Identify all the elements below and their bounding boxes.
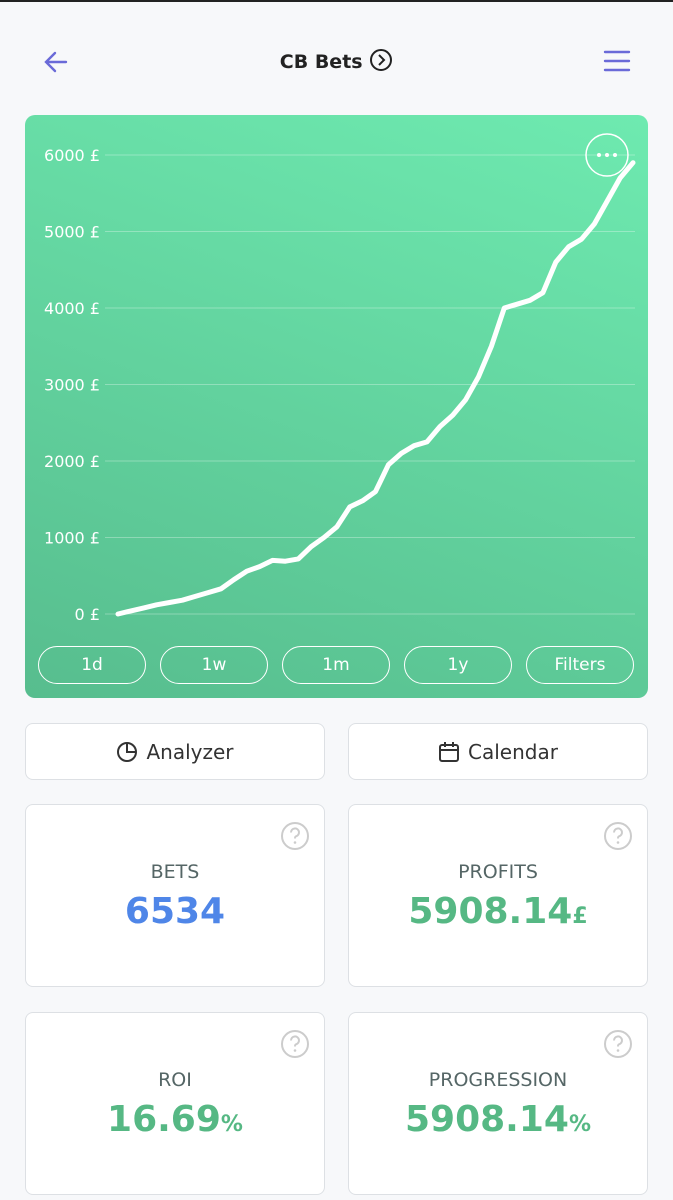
back-button[interactable] [42,48,70,76]
line [115,160,636,617]
stat-value: 6534 [26,891,324,932]
header-title[interactable]: CB Bets [0,48,673,73]
stat-label: BETS [150,861,200,883]
help-icon[interactable] [603,1029,633,1059]
stat-unit: % [568,1112,591,1137]
stat-value: 5908.14% [349,1099,647,1140]
chart: 0 £ 1000 £ 2000 £ 3000 £ 4000 £ 5000 £ 6000 £ [44,133,636,624]
analyzer-icon [117,741,138,762]
menu-button[interactable] [603,48,631,74]
title-icon [370,49,393,71]
range-button[interactable]: 1w [160,646,268,684]
stat-unit: % [220,1112,243,1137]
action-label: Analyzer [146,739,234,764]
title-text: CB Bets [279,51,363,73]
stat-number: 5908.14 [408,891,573,932]
stat-unit: £ [572,904,588,929]
range-button[interactable]: 1d [38,646,146,684]
y-tick-label: 0 £ [75,605,100,624]
y-tick-label: 3000 £ [44,376,100,395]
stat-value: 16.69% [26,1099,324,1140]
action-button[interactable]: Analyzer [25,723,325,780]
stat-label: PROGRESSION [428,1069,568,1091]
help-icon[interactable] [280,821,310,851]
stat-label: ROI [158,1069,192,1091]
action-button[interactable]: Calendar [348,723,648,780]
y-tick-label: 5000 £ [44,223,100,242]
stat-card: PROGRESSION 5908.14% [348,1012,648,1195]
range-button[interactable]: 1y [404,646,512,684]
chart-card: 0 £1000 £2000 £3000 £4000 £5000 £6000 £ … [25,115,648,698]
y-tick-label: 4000 £ [44,299,100,318]
help-icon[interactable] [603,821,633,851]
calendar-icon [439,741,460,762]
stat-number: 6534 [124,891,226,932]
y-tick-label: 2000 £ [44,452,100,471]
stat-number: 5908.14 [404,1099,569,1140]
stat-label: PROFITS [458,861,538,883]
more-button[interactable] [585,133,629,177]
help-icon[interactable] [280,1029,310,1059]
stat-card: ROI 16.69% [25,1012,325,1195]
range-button[interactable]: Filters [526,646,634,684]
action-label: Calendar [468,739,558,764]
y-tick-label: 6000 £ [44,146,100,165]
y-tick-label: 1000 £ [44,529,100,548]
range-button[interactable]: 1m [282,646,390,684]
stat-card: PROFITS 5908.14£ [348,804,648,987]
stat-value: 5908.14£ [349,891,647,932]
stat-card: BETS 6534 [25,804,325,987]
stat-number: 16.69 [107,1099,221,1140]
grid: 0 £ 1000 £ 2000 £ 3000 £ 4000 £ 5000 £ 6000 £ [44,146,635,624]
